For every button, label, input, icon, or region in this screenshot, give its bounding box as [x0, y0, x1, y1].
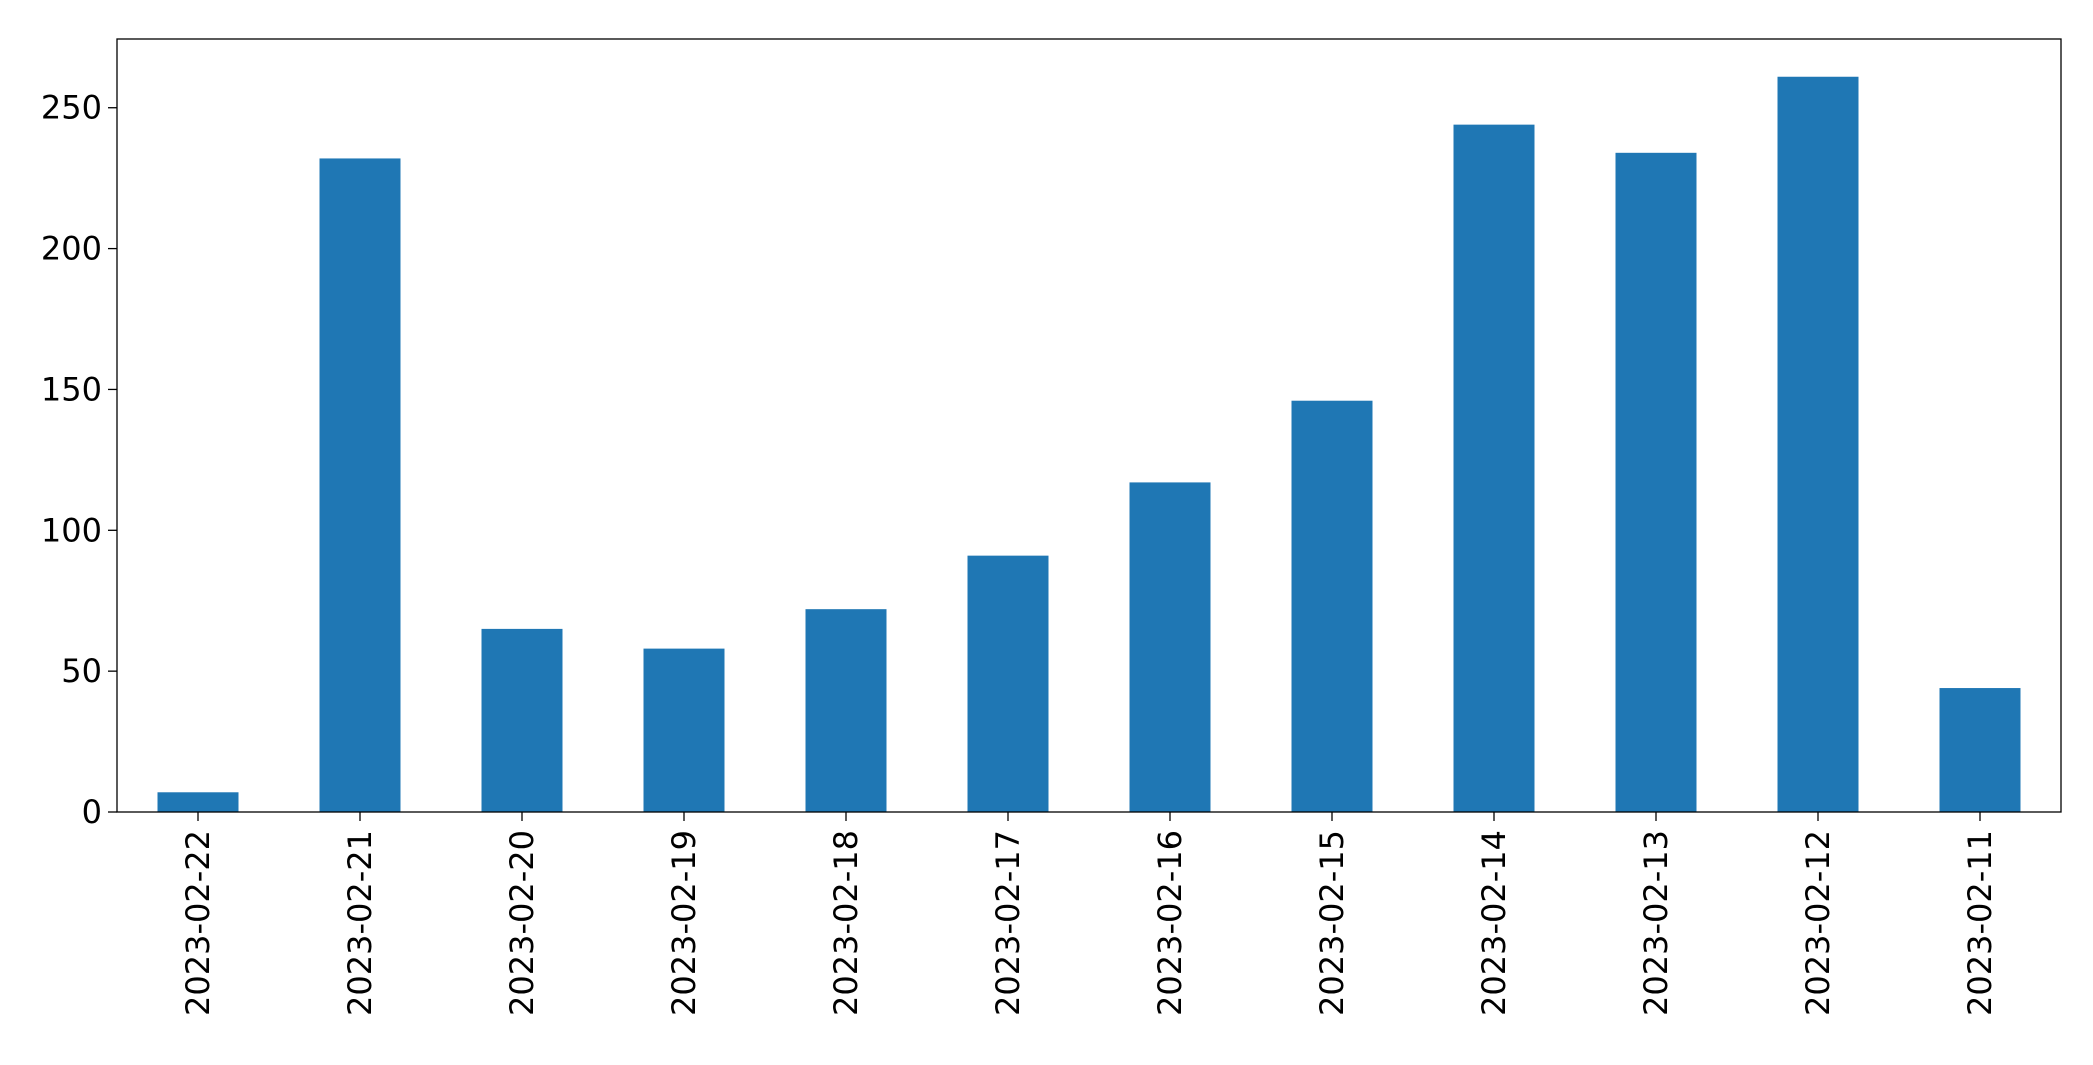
y-tick-label: 250	[41, 89, 102, 127]
x-tick-label: 2023-02-12	[1799, 830, 1837, 1016]
bar-2023-02-15	[1291, 400, 1373, 812]
bar-2023-02-16	[1129, 482, 1211, 812]
x-tick-label: 2023-02-20	[503, 830, 541, 1016]
bars-layer	[157, 76, 2021, 813]
y-tick-label: 200	[41, 230, 102, 268]
x-tick-label: 2023-02-14	[1475, 830, 1513, 1016]
bar-2023-02-14	[1453, 124, 1535, 812]
x-tick-label: 2023-02-22	[179, 830, 217, 1016]
bar-2023-02-19	[643, 648, 725, 812]
plot-frame	[116, 38, 2062, 813]
x-tick-label: 2023-02-21	[341, 830, 379, 1016]
bar-2023-02-18	[805, 609, 887, 812]
bar-2023-02-21	[319, 158, 401, 813]
bar-2023-02-20	[481, 628, 563, 812]
y-tick-label: 50	[61, 652, 102, 690]
y-axis: 0 50 100 150 200 250	[41, 89, 117, 831]
x-tick-label: 2023-02-16	[1151, 830, 1189, 1016]
x-tick-label: 2023-02-13	[1637, 830, 1675, 1016]
bar-2023-02-17	[967, 555, 1049, 812]
bar-2023-02-12	[1777, 76, 1859, 813]
y-tick-label: 0	[82, 793, 102, 831]
bar-2023-02-22	[157, 792, 239, 812]
x-tick-label: 2023-02-17	[989, 830, 1027, 1016]
bar-2023-02-11	[1939, 688, 2021, 812]
y-tick-label: 100	[41, 511, 102, 549]
x-tick-label: 2023-02-15	[1313, 830, 1351, 1016]
y-tick-label: 150	[41, 370, 102, 408]
x-tick-label: 2023-02-18	[827, 830, 865, 1016]
x-axis: 2023-02-22 2023-02-21 2023-02-20 2023-02-19…	[179, 812, 1999, 1016]
x-tick-label: 2023-02-11	[1961, 830, 1999, 1016]
bar-2023-02-13	[1615, 152, 1697, 813]
x-tick-label: 2023-02-19	[665, 830, 703, 1016]
